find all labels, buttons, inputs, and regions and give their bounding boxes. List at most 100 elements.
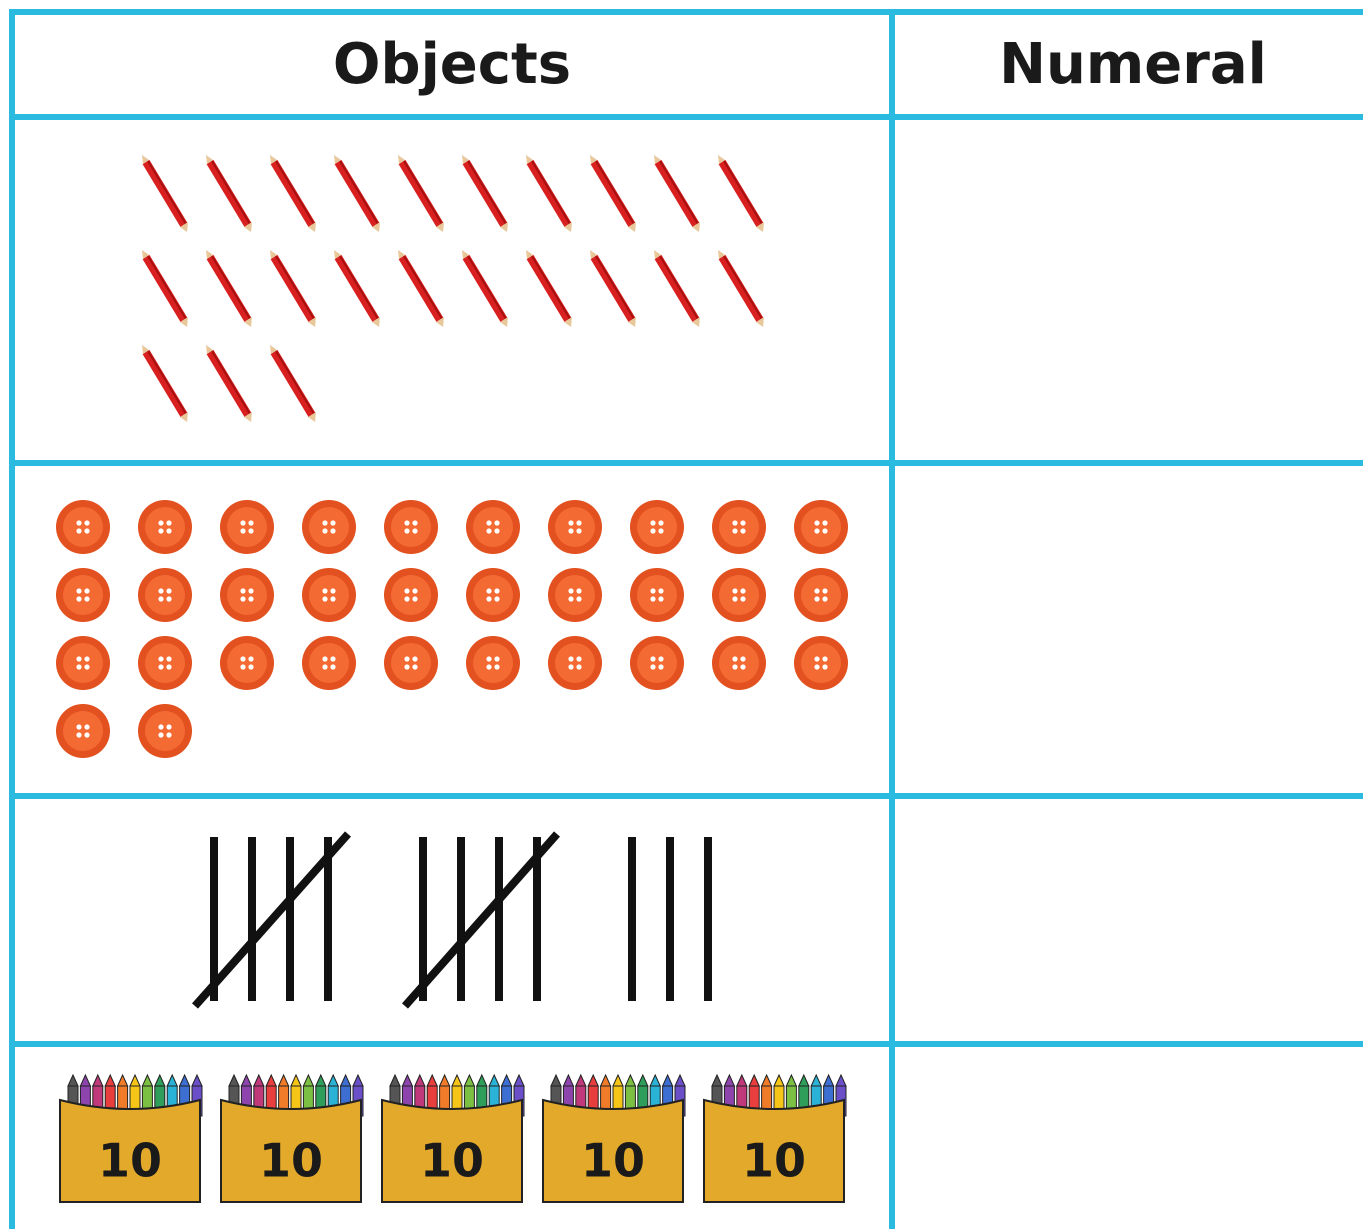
pencil-tip [308, 412, 316, 422]
button-hole [404, 656, 410, 662]
button-face [145, 643, 185, 683]
pencil [142, 250, 188, 327]
pencil-end [462, 155, 469, 164]
pencil-shade [147, 350, 187, 415]
button [466, 500, 520, 554]
button-hole [658, 588, 664, 594]
tally-slash [402, 831, 560, 1009]
button-face [145, 575, 185, 615]
button-hole [568, 588, 574, 594]
button-face [391, 643, 431, 683]
pencil-tip [372, 317, 380, 327]
pencil-end [654, 250, 661, 259]
pencil [270, 155, 316, 232]
pencil-end [654, 155, 661, 164]
tally-marks [192, 831, 712, 1009]
button [794, 636, 848, 690]
button-hole [658, 664, 664, 670]
button-hole [158, 596, 164, 602]
button [384, 636, 438, 690]
button-hole [576, 528, 582, 534]
button-hole [76, 732, 82, 738]
button-hole [404, 520, 410, 526]
button [138, 568, 192, 622]
crayon-boxes: 10 10 10 10 10 [59, 1073, 847, 1203]
button-hole [76, 596, 82, 602]
button-hole [404, 664, 410, 670]
pencil [142, 345, 188, 422]
pencil-shade [531, 160, 571, 225]
crayon-box: 10 [703, 1073, 847, 1203]
pencil-shade [275, 160, 315, 225]
pencil-shade [659, 255, 699, 320]
crayon-box: 10 [542, 1073, 686, 1203]
pencil-end [398, 250, 405, 259]
pencil [590, 250, 636, 327]
button-hole [740, 596, 746, 602]
pencils [142, 155, 764, 422]
pencil [398, 155, 444, 232]
pencil-end [462, 250, 469, 259]
button-hole [404, 596, 410, 602]
button-hole [84, 724, 90, 730]
tally-slash [192, 831, 351, 1009]
button-hole [84, 528, 90, 534]
pencil [206, 155, 252, 232]
pencil-end [718, 250, 725, 259]
pencil [718, 250, 764, 327]
pencil-tip [180, 222, 188, 232]
pencil-tip [756, 317, 764, 327]
pencil-tip [628, 222, 636, 232]
pencil-body [270, 159, 316, 228]
pencil-tip [692, 222, 700, 232]
button-face [473, 507, 513, 547]
crayon-box-label: 10 [420, 1134, 484, 1188]
button-hole [166, 656, 172, 662]
button-hole [650, 520, 656, 526]
button-hole [248, 664, 254, 670]
button-face [145, 507, 185, 547]
button-face [637, 643, 677, 683]
button-hole [248, 656, 254, 662]
button-hole [158, 520, 164, 526]
pencil-tip [180, 317, 188, 327]
button-hole [166, 520, 172, 526]
button-face [391, 575, 431, 615]
pencil [334, 155, 380, 232]
button-face [555, 575, 595, 615]
button-hole [248, 588, 254, 594]
pencil-tip [628, 317, 636, 327]
button [630, 636, 684, 690]
pencil-body [462, 159, 508, 228]
pencil-shade [275, 255, 315, 320]
button [712, 636, 766, 690]
pencil [270, 345, 316, 422]
button-face [637, 575, 677, 615]
pencil-shade [723, 160, 763, 225]
button-face [309, 643, 349, 683]
pencil-shade [467, 160, 507, 225]
button-hole [412, 596, 418, 602]
pencil-end [526, 155, 533, 164]
pencil-shade [723, 255, 763, 320]
button-hole [158, 588, 164, 594]
pencil-body [206, 159, 252, 228]
button-hole [330, 520, 336, 526]
pencil-tip [244, 222, 252, 232]
button-hole [650, 596, 656, 602]
pencil-end [334, 155, 341, 164]
button-face [719, 643, 759, 683]
pencil-shade [211, 160, 251, 225]
crayon-box: 10 [220, 1073, 364, 1203]
button-hole [576, 520, 582, 526]
pencil-tip [372, 222, 380, 232]
button-hole [322, 520, 328, 526]
pencil-body [206, 349, 252, 418]
button-hole [740, 588, 746, 594]
pencil-body [142, 349, 188, 418]
button [630, 500, 684, 554]
button-face [719, 575, 759, 615]
pencil-shade [339, 160, 379, 225]
pencil-shade [467, 255, 507, 320]
